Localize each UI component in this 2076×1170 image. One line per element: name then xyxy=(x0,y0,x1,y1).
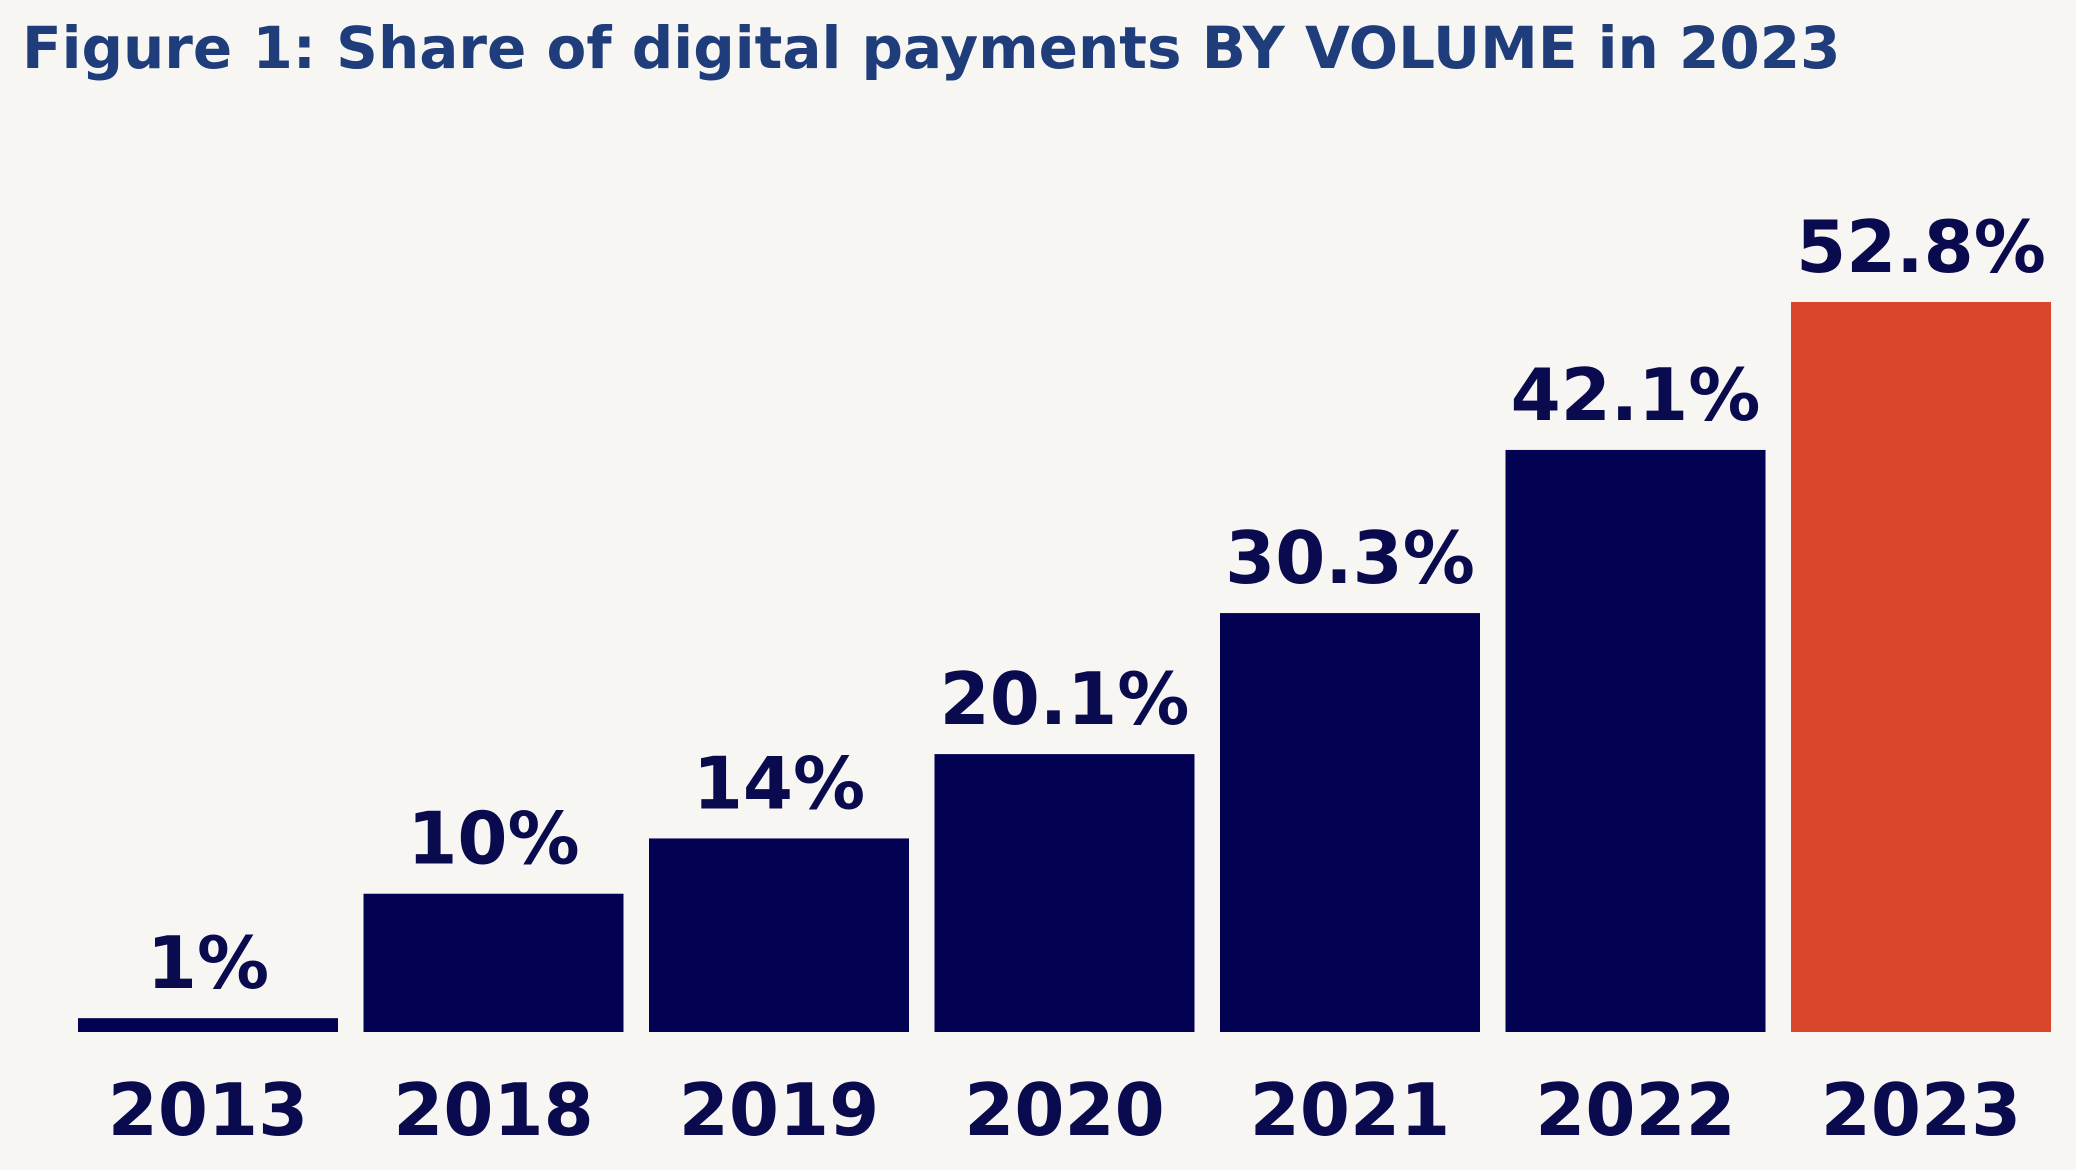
value-label-2022: 42.1% xyxy=(1511,353,1761,437)
x-tick-label-2018: 2018 xyxy=(393,1068,593,1152)
bar-2019 xyxy=(649,838,909,1032)
x-tick-label-2021: 2021 xyxy=(1250,1068,1450,1152)
x-tick-label-2013: 2013 xyxy=(108,1068,308,1152)
value-labels-layer: 1% 10% 14% 20.1% 30.3% 42.1% 52.8% xyxy=(147,205,2046,1005)
value-label-2023: 52.8% xyxy=(1796,205,2046,289)
bar-2021 xyxy=(1220,613,1480,1032)
chart-title: Figure 1: Share of digital payments BY V… xyxy=(22,14,1841,82)
x-tick-label-2023: 2023 xyxy=(1821,1068,2021,1152)
value-label-2020: 20.1% xyxy=(940,657,1190,741)
bar-2023 xyxy=(1791,302,2051,1032)
x-tick-label-2019: 2019 xyxy=(679,1068,879,1152)
value-label-2021: 30.3% xyxy=(1225,516,1475,600)
bar-2018 xyxy=(363,893,624,1032)
bars-layer xyxy=(78,302,2051,1032)
bar-2020 xyxy=(934,754,1195,1032)
value-label-2013: 1% xyxy=(147,921,269,1005)
x-tick-label-2022: 2022 xyxy=(1535,1068,1735,1152)
value-label-2018: 10% xyxy=(407,797,579,881)
bar-2022 xyxy=(1505,449,1766,1032)
bar-2013 xyxy=(78,1018,338,1032)
value-label-2019: 14% xyxy=(693,741,865,825)
x-tick-label-2020: 2020 xyxy=(964,1068,1164,1152)
x-axis-tick-labels: 2013 2018 2019 2020 2021 2022 2023 xyxy=(108,1068,2021,1152)
